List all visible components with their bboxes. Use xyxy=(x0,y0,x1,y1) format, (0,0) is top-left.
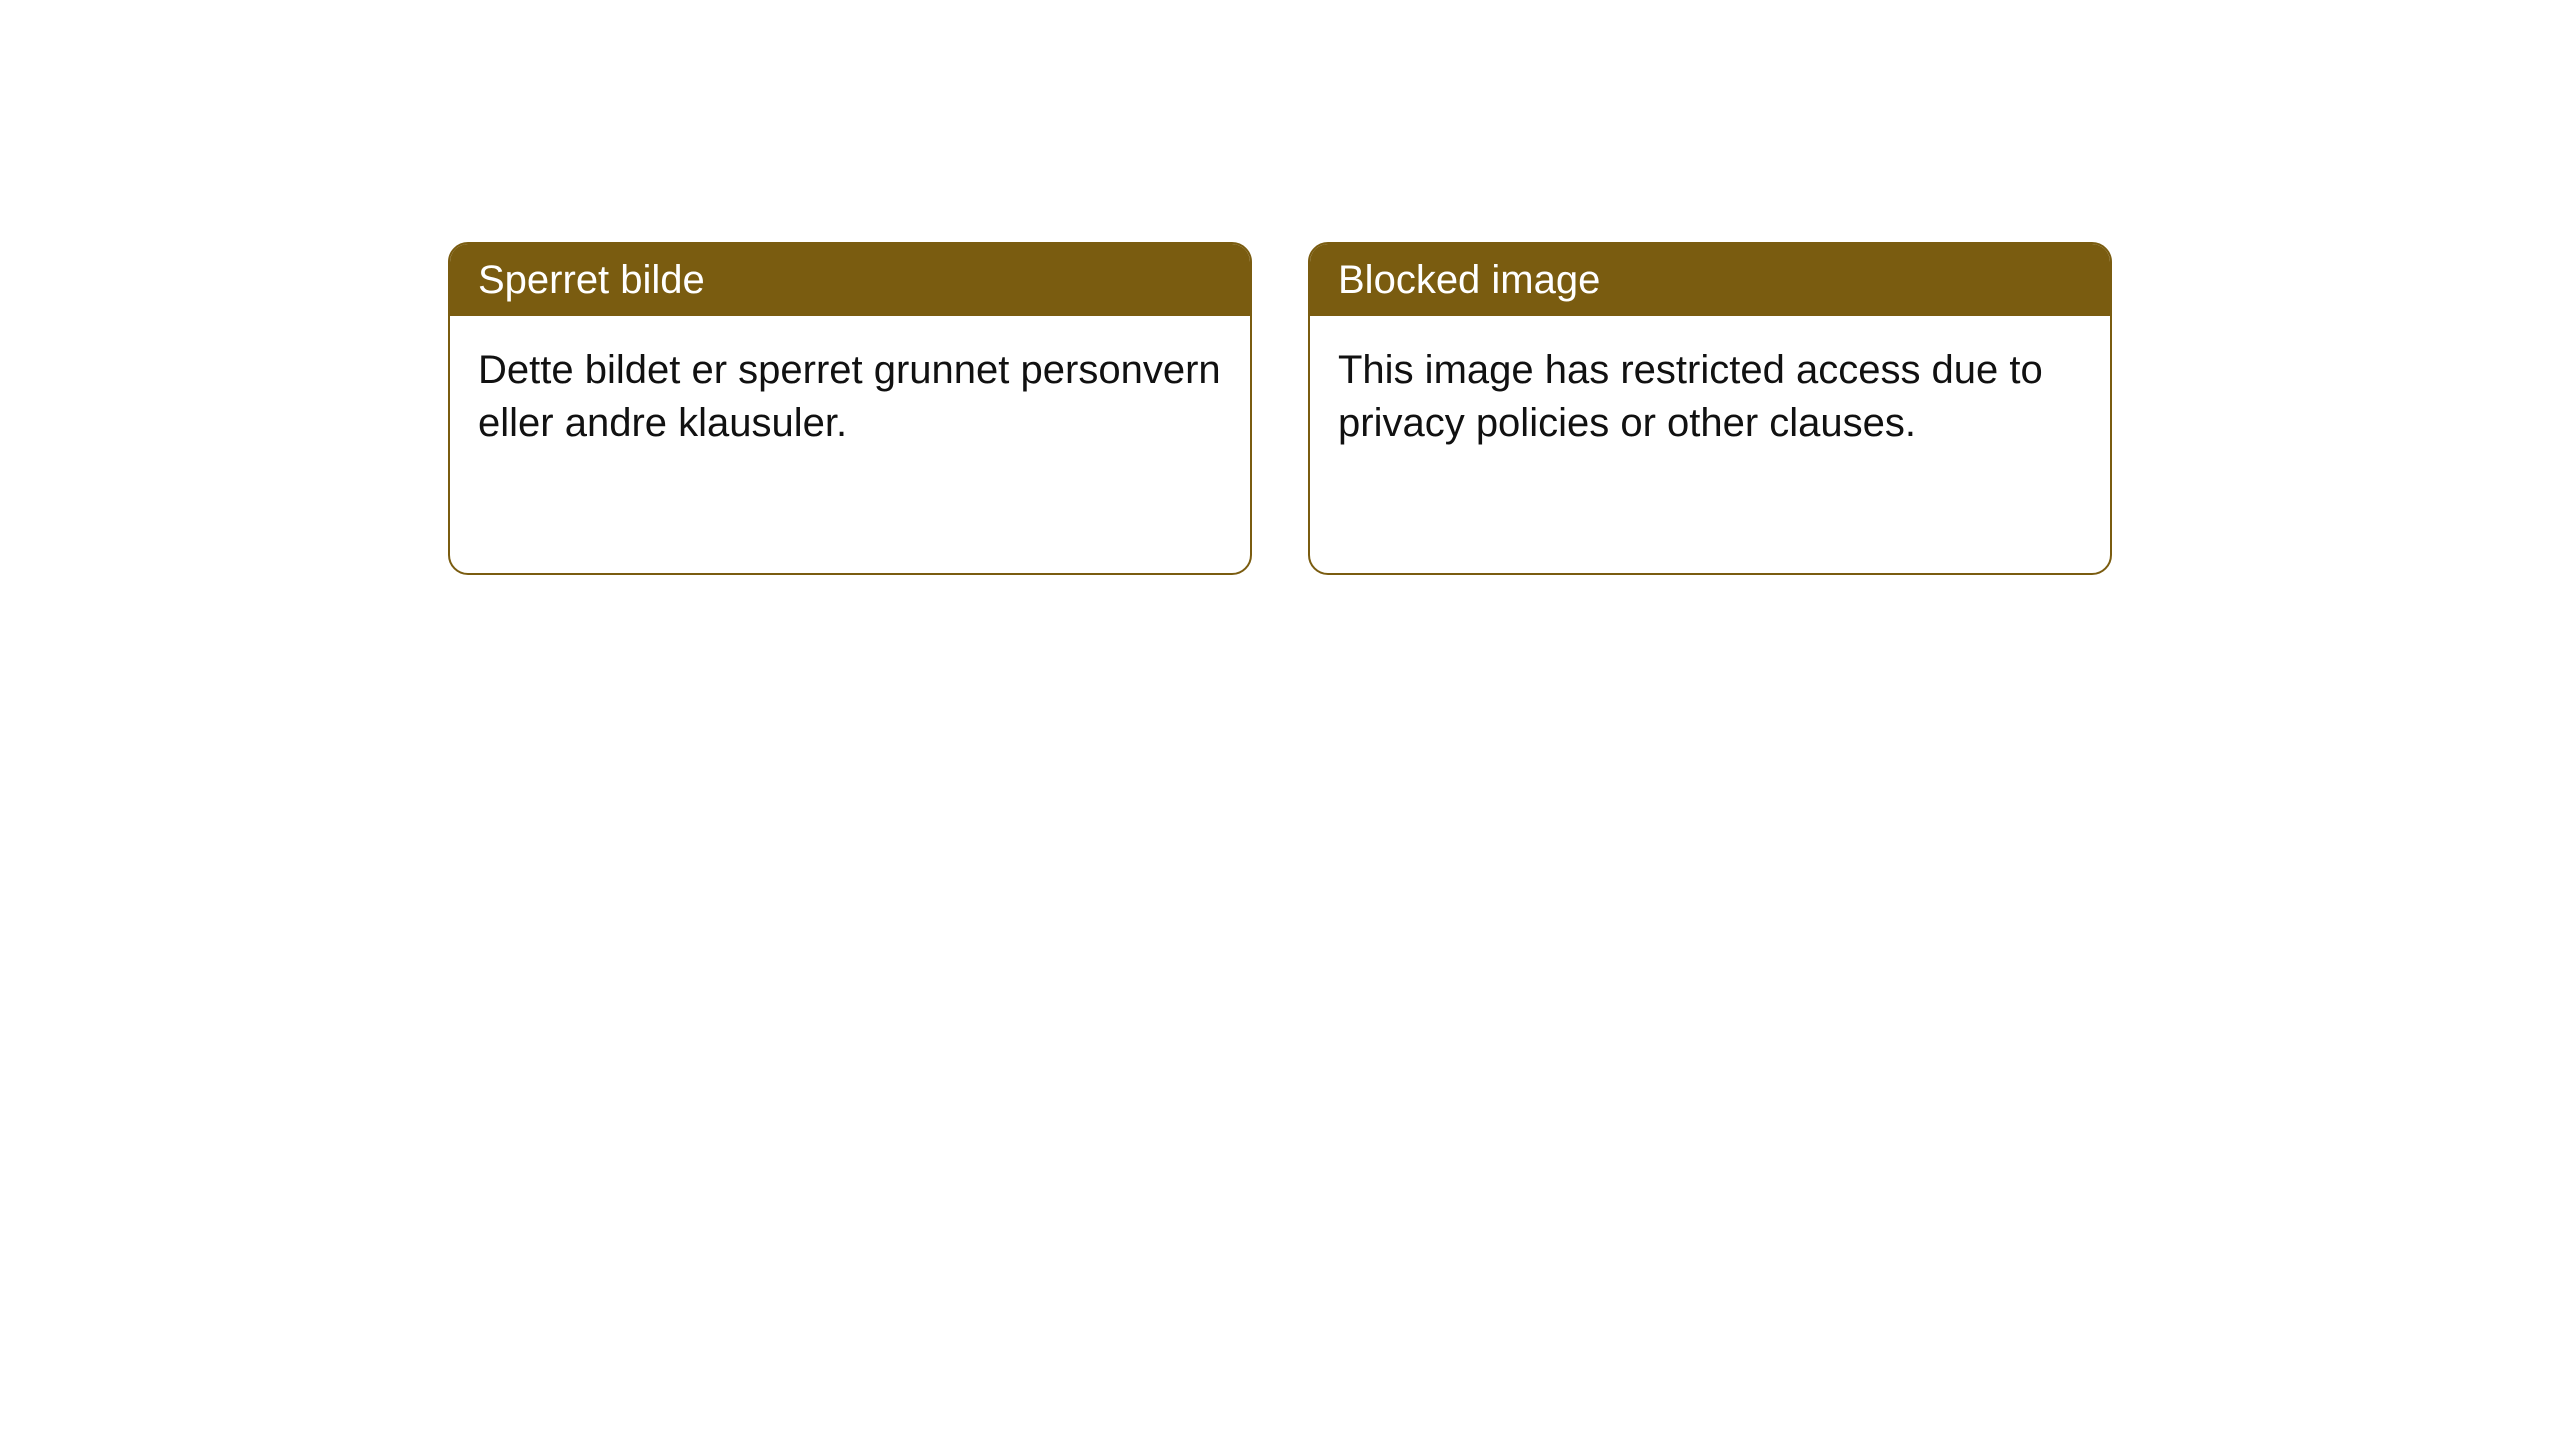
card-title: Blocked image xyxy=(1310,244,2110,316)
card-title: Sperret bilde xyxy=(450,244,1250,316)
card-body-text: This image has restricted access due to … xyxy=(1310,316,2110,478)
notice-card-english: Blocked image This image has restricted … xyxy=(1308,242,2112,575)
notice-cards-row: Sperret bilde Dette bildet er sperret gr… xyxy=(0,0,2560,575)
card-body-text: Dette bildet er sperret grunnet personve… xyxy=(450,316,1250,478)
notice-card-norwegian: Sperret bilde Dette bildet er sperret gr… xyxy=(448,242,1252,575)
